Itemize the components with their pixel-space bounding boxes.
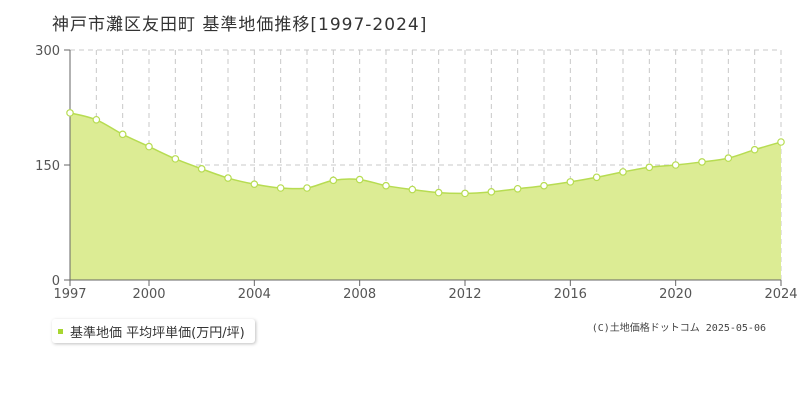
x-tick-label: 2004 bbox=[238, 287, 271, 300]
data-point bbox=[698, 158, 706, 166]
data-point bbox=[92, 115, 101, 124]
copyright-text: (C)土地価格ドットコム 2025-05-06 bbox=[591, 323, 766, 334]
data-point bbox=[513, 184, 522, 193]
data-point bbox=[487, 188, 496, 196]
area-layer bbox=[69, 112, 782, 280]
x-tick-label: 2012 bbox=[448, 287, 481, 300]
data-point bbox=[434, 188, 443, 197]
data-point bbox=[171, 155, 180, 163]
data-point bbox=[355, 175, 364, 184]
data-point bbox=[197, 165, 206, 173]
data-point bbox=[250, 180, 259, 188]
y-tick-label: 300 bbox=[35, 44, 60, 59]
legend: 基準地価 平均坪単価(万円/坪) bbox=[52, 319, 255, 343]
y-tick-label: 0 bbox=[52, 274, 60, 289]
data-point bbox=[118, 130, 127, 139]
y-tick-label: 150 bbox=[35, 159, 60, 174]
data-point bbox=[145, 142, 153, 151]
x-tick-label: 2020 bbox=[659, 287, 692, 300]
data-point bbox=[645, 163, 654, 172]
x-tick-label: 2008 bbox=[343, 287, 376, 300]
land-price-chart: 1997 2000 2004 2008 2012 2016 2020 2024 0 150 300 bbox=[35, 44, 797, 300]
legend-swatch bbox=[58, 328, 63, 334]
data-point bbox=[619, 168, 627, 176]
data-point bbox=[671, 161, 680, 169]
data-point bbox=[303, 184, 311, 192]
data-point bbox=[777, 138, 785, 146]
legend-label: 基準地価 平均坪単価(万円/坪) bbox=[70, 325, 245, 341]
data-point bbox=[276, 184, 285, 192]
series-line bbox=[69, 112, 782, 195]
chart-title: 神戸市灘区友田町 基準地価推移[1997-2024] bbox=[52, 15, 428, 35]
axes bbox=[64, 49, 782, 286]
data-point bbox=[540, 181, 548, 190]
data-point bbox=[382, 181, 390, 190]
data-point bbox=[724, 154, 733, 162]
data-point bbox=[408, 185, 417, 194]
data-point bbox=[329, 176, 338, 185]
x-tick-label: 1997 bbox=[53, 287, 86, 300]
data-point bbox=[566, 178, 575, 186]
data-point bbox=[750, 145, 759, 154]
data-point bbox=[461, 189, 469, 198]
data-point bbox=[66, 109, 74, 117]
data-point bbox=[224, 174, 232, 182]
x-tick-label: 2024 bbox=[764, 287, 797, 300]
tick-labels: 1997 2000 2004 2008 2012 2016 2020 2024 0 150 300 bbox=[35, 44, 797, 300]
markers bbox=[66, 109, 785, 198]
x-tick-label: 2000 bbox=[132, 287, 165, 300]
x-tick-label: 2016 bbox=[554, 287, 587, 300]
data-point bbox=[592, 173, 601, 182]
series-area bbox=[70, 112, 781, 280]
